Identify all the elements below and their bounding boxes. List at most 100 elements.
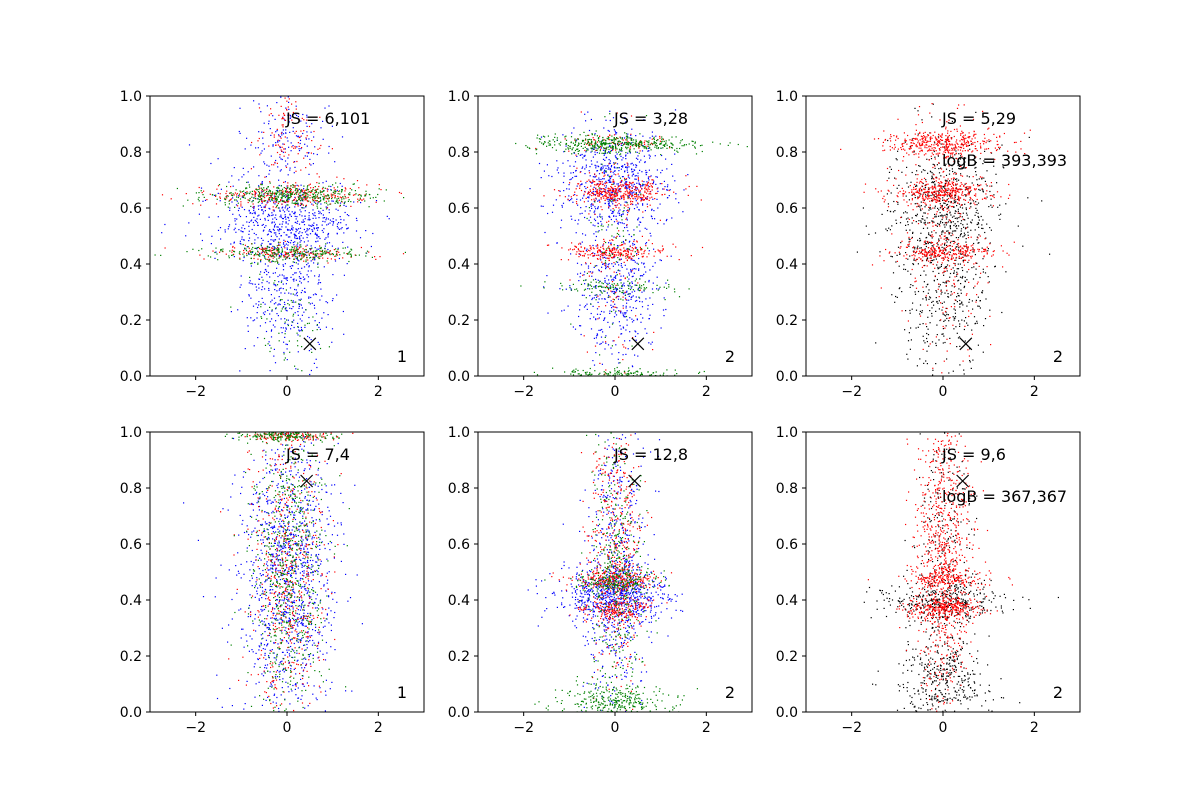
scatter-point — [285, 307, 287, 309]
scatter-point — [302, 199, 304, 201]
scatter-point — [584, 173, 586, 175]
scatter-point — [578, 256, 580, 258]
scatter-point — [643, 119, 645, 121]
scatter-point — [245, 192, 247, 194]
scatter-point — [660, 259, 662, 262]
scatter-point — [282, 143, 284, 145]
scatter-point — [319, 250, 321, 252]
scatter-point — [599, 192, 601, 195]
scatter-point — [277, 304, 279, 306]
scatter-point — [295, 105, 297, 107]
scatter-point — [627, 230, 629, 232]
scatter-point — [613, 134, 616, 136]
scatter-point — [285, 328, 287, 330]
scatter-point — [617, 261, 619, 263]
scatter-point — [264, 197, 266, 199]
scatter-point — [324, 238, 326, 240]
scatter-point — [244, 197, 246, 199]
scatter-point — [609, 255, 612, 257]
scatter-point — [263, 193, 265, 195]
scatter-point — [601, 188, 603, 190]
scatter-point — [282, 191, 284, 193]
scatter-point — [285, 278, 287, 280]
scatter-point — [294, 256, 296, 258]
scatter-point — [567, 147, 569, 149]
scatter-point — [323, 228, 325, 230]
scatter-point — [201, 192, 203, 194]
scatter-point — [599, 329, 602, 331]
scatter-point — [300, 169, 302, 171]
scatter-point — [279, 299, 282, 301]
scatter-point — [616, 247, 618, 250]
scatter-point — [310, 152, 312, 154]
scatter-point — [632, 259, 634, 261]
scatter-point — [246, 246, 248, 248]
scatter-point — [322, 252, 324, 254]
scatter-point — [202, 194, 204, 196]
scatter-point — [586, 303, 588, 305]
scatter-point — [612, 239, 614, 241]
scatter-point — [359, 237, 362, 239]
scatter-point — [628, 278, 630, 280]
scatter-point — [604, 280, 606, 282]
scatter-point — [627, 370, 629, 373]
scatter-point — [619, 136, 621, 138]
scatter-point — [659, 203, 661, 205]
scatter-point — [277, 253, 279, 255]
scatter-point — [627, 251, 629, 253]
scatter-point — [632, 185, 634, 187]
scatter-point — [654, 262, 656, 264]
scatter-point — [284, 216, 286, 218]
scatter-point — [345, 197, 347, 199]
scatter-point — [636, 262, 638, 264]
scatter-point — [549, 144, 552, 146]
scatter-point — [286, 100, 288, 102]
scatter-point — [680, 140, 682, 142]
scatter-point — [619, 273, 621, 275]
scatter-point — [255, 252, 257, 254]
scatter-point — [256, 222, 259, 224]
scatter-point — [317, 227, 319, 229]
scatter-point — [295, 218, 297, 220]
scatter-point — [271, 222, 273, 224]
scatter-point — [239, 286, 241, 288]
scatter-point — [652, 282, 654, 284]
scatter-point — [596, 265, 598, 267]
scatter-point — [298, 260, 300, 262]
scatter-point — [313, 304, 315, 306]
scatter-point — [259, 248, 261, 250]
scatter-point — [602, 254, 604, 256]
scatter-point — [616, 235, 618, 237]
scatter-point — [623, 194, 625, 196]
scatter-point — [322, 195, 324, 198]
scatter-point — [289, 287, 292, 289]
scatter-point — [639, 197, 641, 199]
scatter-point — [266, 189, 268, 191]
scatter-point — [296, 249, 298, 251]
scatter-point — [620, 279, 622, 281]
scatter-point — [198, 186, 200, 189]
scatter-point — [576, 185, 578, 187]
scatter-point — [590, 205, 592, 207]
scatter-point — [244, 148, 246, 150]
scatter-point — [699, 145, 702, 147]
scatter-point — [285, 107, 287, 109]
scatter-point — [274, 280, 276, 282]
scatter-point — [235, 223, 237, 225]
scatter-point — [284, 292, 286, 294]
scatter-point — [719, 143, 721, 145]
scatter-point — [687, 194, 689, 196]
scatter-point — [300, 130, 302, 132]
scatter-point — [292, 227, 294, 229]
scatter-point — [338, 222, 340, 224]
scatter-point — [635, 175, 637, 177]
scatter-point — [585, 138, 587, 140]
scatter-point — [643, 289, 645, 291]
scatter-point — [274, 261, 276, 263]
scatter-point — [613, 194, 615, 196]
scatter-point — [281, 251, 283, 253]
scatter-point — [608, 179, 610, 181]
scatter-point — [338, 190, 341, 192]
scatter-point — [597, 222, 599, 224]
scatter-point — [546, 244, 549, 246]
